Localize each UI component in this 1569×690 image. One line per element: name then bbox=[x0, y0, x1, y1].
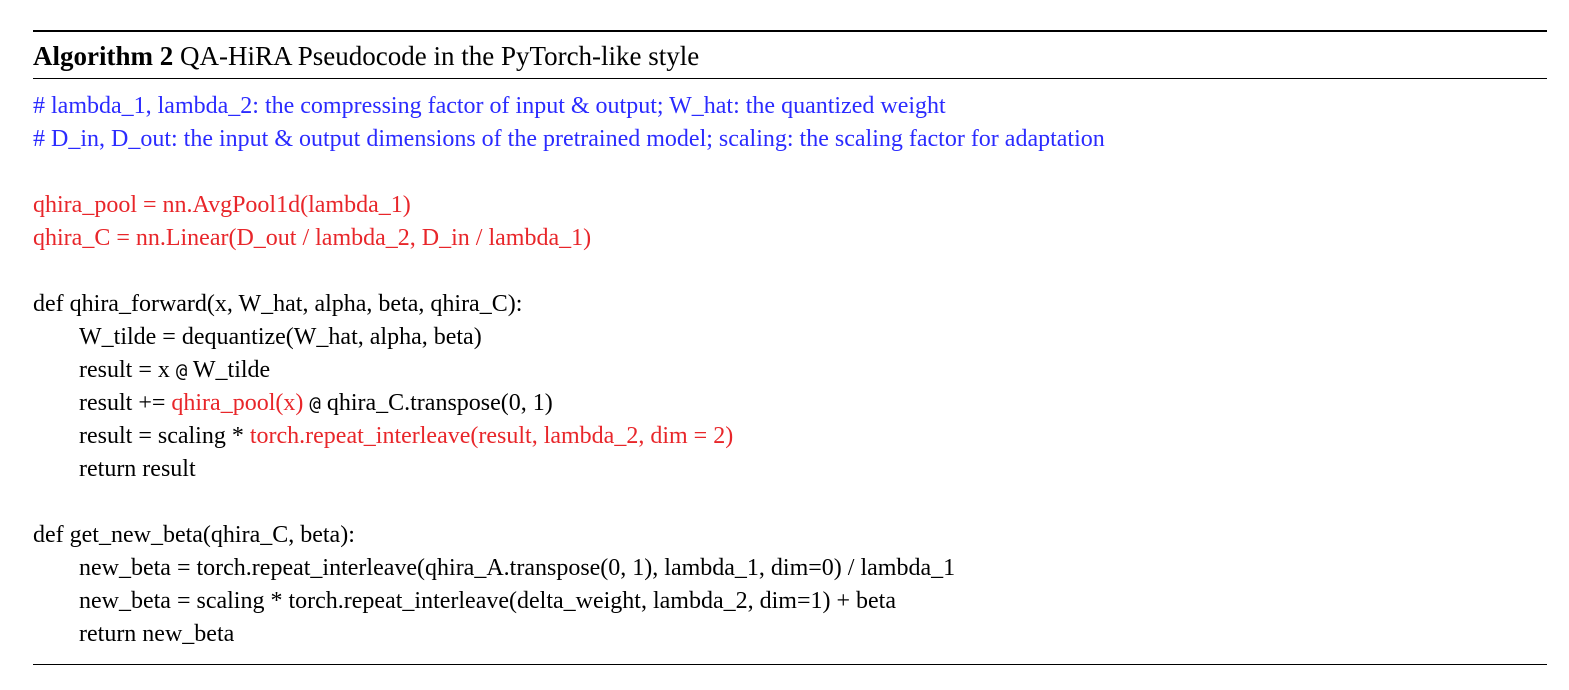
highlighted-code: torch.repeat_interleave(result, lambda_2… bbox=[249, 423, 734, 449]
code-line: new_beta = torch.repeat_interleave(qhira… bbox=[79, 555, 956, 581]
code-line: return new_beta bbox=[79, 621, 235, 647]
algorithm-caption: Algorithm 2 QA-HiRA Pseudocode in the Py… bbox=[33, 32, 1547, 76]
algorithm-label: Algorithm 2 bbox=[33, 41, 174, 71]
blank-line bbox=[33, 255, 1547, 288]
pseudocode: # lambda_1, lambda_2: the compressing fa… bbox=[33, 79, 1547, 651]
code-text: result = scaling * bbox=[79, 423, 250, 449]
highlighted-code: qhira_pool(x) bbox=[171, 390, 304, 416]
code-line: new_beta = scaling * torch.repeat_interl… bbox=[79, 588, 896, 614]
blank-line bbox=[33, 486, 1547, 519]
comment-line: # lambda_1, lambda_2: the compressing fa… bbox=[33, 93, 946, 119]
code-text: qhira_C.transpose(0, 1) bbox=[320, 390, 553, 416]
matmul-operator: @ bbox=[175, 360, 188, 382]
code-line: result += qhira_pool(x) @ qhira_C.transp… bbox=[33, 387, 1547, 420]
new-beta-signature: def get_new_beta(qhira_C, beta): bbox=[33, 522, 355, 548]
code-line: result = x @ W_tilde bbox=[33, 354, 1547, 387]
code-line: result = scaling * torch.repeat_interlea… bbox=[33, 420, 1547, 453]
algorithm-block: Algorithm 2 QA-HiRA Pseudocode in the Py… bbox=[33, 30, 1547, 665]
comment-line: # D_in, D_out: the input & output dimens… bbox=[33, 126, 1105, 152]
code-line-linear: qhira_C = nn.Linear(D_out / lambda_2, D_… bbox=[33, 225, 592, 251]
algorithm-title: QA-HiRA Pseudocode in the PyTorch-like s… bbox=[179, 41, 700, 71]
code-line: return result bbox=[79, 456, 196, 482]
top-rule bbox=[33, 30, 1547, 32]
caption-rule bbox=[33, 78, 1547, 79]
bottom-rule bbox=[33, 664, 1547, 665]
code-line-pool: qhira_pool = nn.AvgPool1d(lambda_1) bbox=[33, 192, 411, 218]
code-text: W_tilde bbox=[187, 357, 271, 383]
matmul-operator: @ bbox=[309, 393, 321, 415]
blank-line bbox=[33, 156, 1547, 189]
code-line: W_tilde = dequantize(W_hat, alpha, beta) bbox=[79, 324, 482, 350]
code-text: result += bbox=[79, 390, 172, 416]
code-text: result = x bbox=[79, 357, 176, 383]
forward-signature: def qhira_forward(x, W_hat, alpha, beta,… bbox=[33, 291, 523, 317]
